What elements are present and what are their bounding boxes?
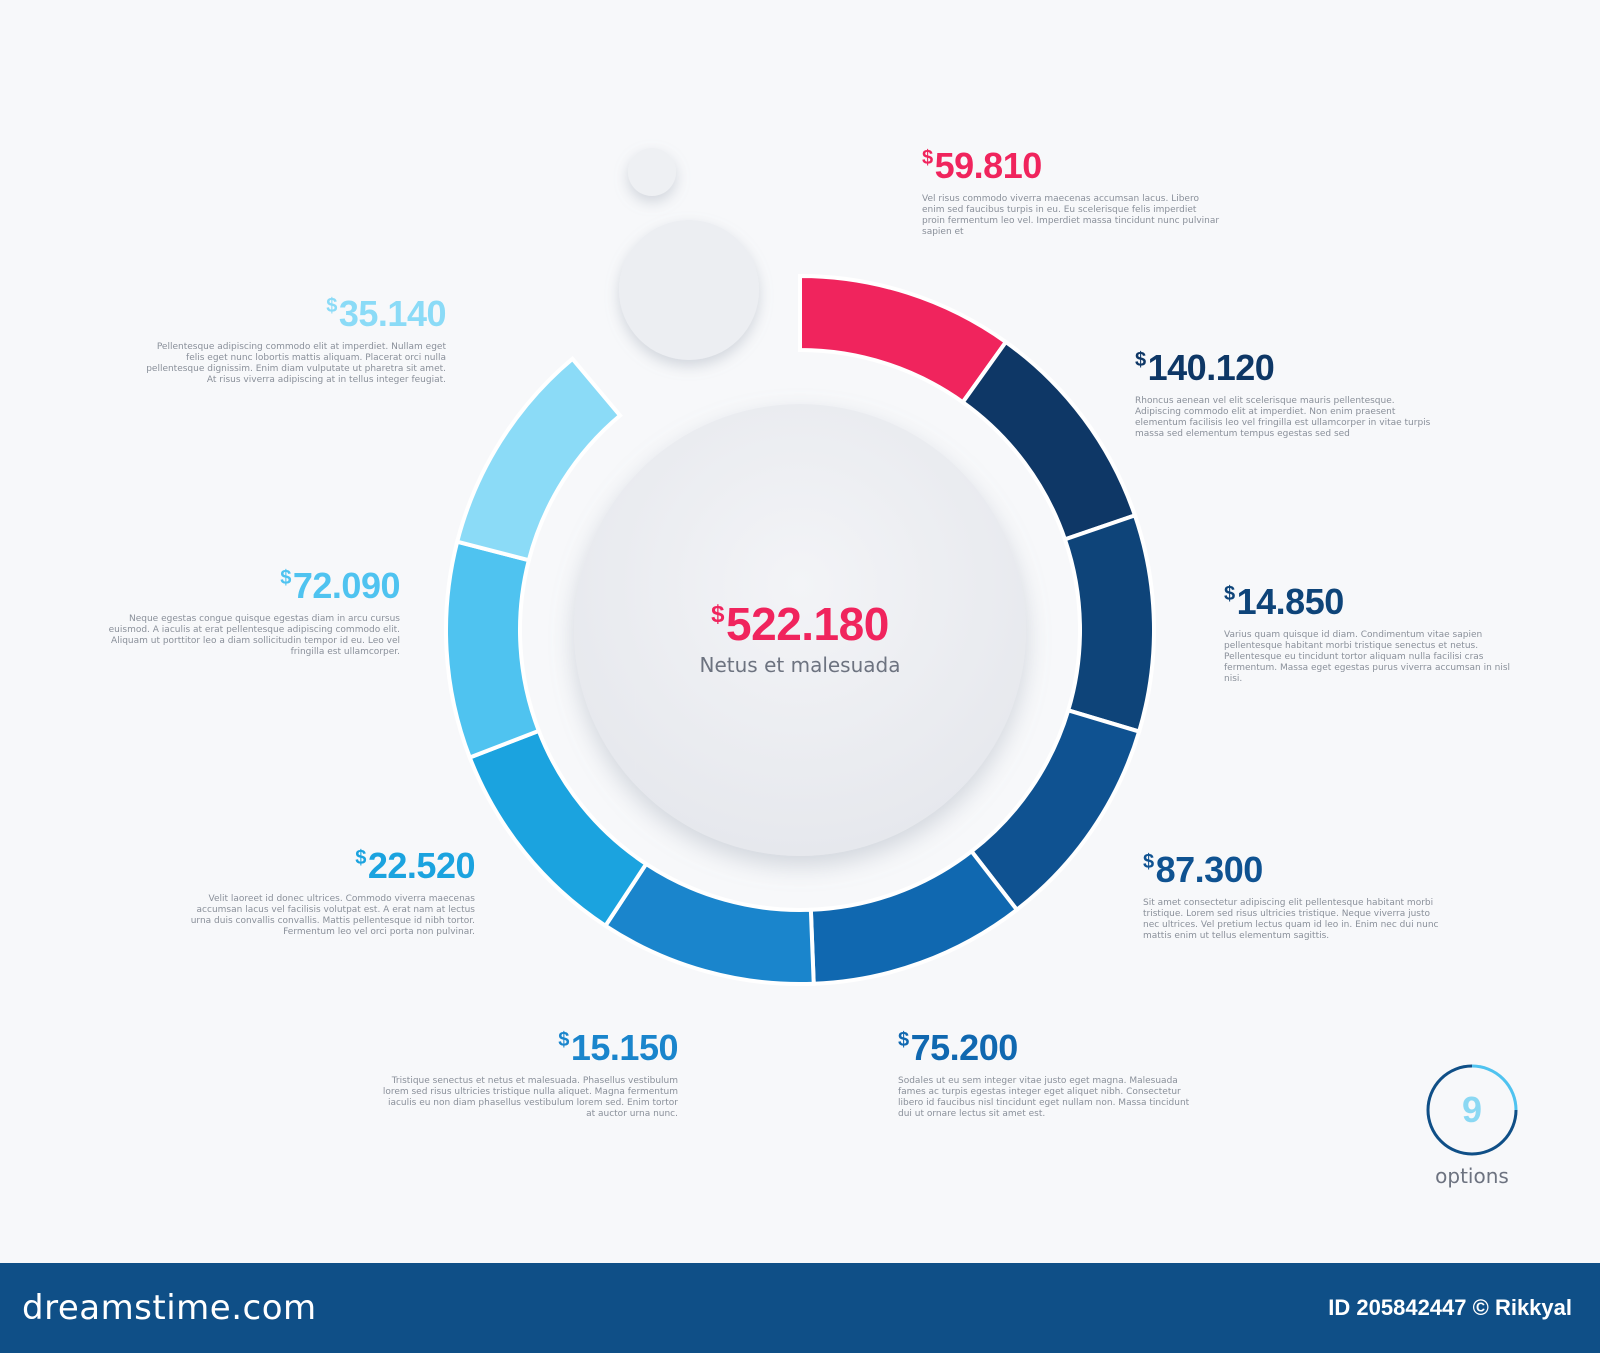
footer-image-id: ID 205842447 © Rikkyal	[1328, 1295, 1572, 1320]
callout-7: $22.520 Velit laoreet id donec ultrices. …	[175, 838, 476, 938]
callout-value: $14.850	[1224, 581, 1344, 622]
infographic-stage: $59.810 Vel risus commodo viverra maecena…	[100, 138, 1524, 1188]
donut-segments	[444, 273, 1157, 986]
callout-5: $75.200 Sodales ut eu sem integer vitae j…	[898, 1020, 1198, 1120]
gap-knob-large	[619, 220, 759, 360]
callout-value: $75.200	[898, 1027, 1018, 1068]
callout-value: $72.090	[280, 565, 400, 606]
donut-segment-3[interactable]	[1062, 512, 1157, 735]
options-count: 9	[1461, 1089, 1483, 1130]
options-ring-icon	[1426, 1064, 1518, 1156]
callout-description: Rhoncus aenean vel elit scelerisque maur…	[1135, 396, 1431, 439]
callout-3: $14.850 Varius quam quisque id diam. Cond…	[1224, 574, 1524, 685]
footer-bar: dreamstime.com ID 205842447 © Rikkyal	[0, 1263, 1600, 1353]
callout-4: $87.300 Sit amet consectetur adipiscing e…	[1143, 842, 1443, 942]
callout-value: $15.150	[558, 1027, 678, 1068]
donut-segment-5[interactable]	[808, 848, 1020, 986]
callout-9: $35.140 Pellentesque adipiscing commodo e…	[146, 286, 446, 386]
donut-segment-9[interactable]	[454, 356, 623, 563]
callout-value: $140.120	[1135, 347, 1275, 388]
callout-description: Sodales ut eu sem integer vitae justo eg…	[898, 1076, 1190, 1119]
donut-segment-8[interactable]	[444, 539, 542, 761]
callout-value: $35.140	[326, 293, 446, 334]
center-label: $522.180 Netus et malesuada	[600, 590, 1000, 677]
callout-6: $15.150 Tristique senectus et netus et ma…	[378, 1020, 679, 1120]
callout-description: Neque egestas congue quisque egestas dia…	[108, 614, 400, 657]
options-caption: options	[1435, 1164, 1509, 1188]
center-caption: Netus et malesuada	[699, 653, 901, 677]
callout-description: Vel risus commodo viverra maecenas accum…	[922, 194, 1220, 237]
callout-2: $140.120 Rhoncus aenean vel elit sceleris…	[1135, 340, 1435, 440]
donut-chart	[444, 148, 1157, 986]
donut-segment-6[interactable]	[602, 861, 816, 986]
center-total-value: $522.180	[711, 598, 889, 650]
callout-description: Velit laoreet id donec ultrices. Commodo…	[190, 894, 475, 937]
callout-1: $59.810 Vel risus commodo viverra maecena…	[922, 138, 1222, 238]
callout-value: $59.810	[922, 145, 1042, 186]
callout-8: $72.090 Neque egestas congue quisque eges…	[100, 558, 401, 658]
options-badge: 9 options	[1422, 1062, 1522, 1188]
callout-value: $87.300	[1143, 849, 1263, 890]
footer-logo[interactable]: dreamstime.com	[22, 1288, 317, 1328]
gap-knob-small	[628, 148, 676, 196]
callout-value: $22.520	[355, 845, 475, 886]
callout-description: Varius quam quisque id diam. Condimentum…	[1224, 630, 1511, 684]
callout-description: Pellentesque adipiscing commodo elit at …	[146, 342, 446, 385]
callout-description: Tristique senectus et netus et malesuada…	[382, 1076, 678, 1119]
callout-description: Sit amet consectetur adipiscing elit pel…	[1143, 898, 1439, 941]
center-disc	[574, 404, 1026, 856]
